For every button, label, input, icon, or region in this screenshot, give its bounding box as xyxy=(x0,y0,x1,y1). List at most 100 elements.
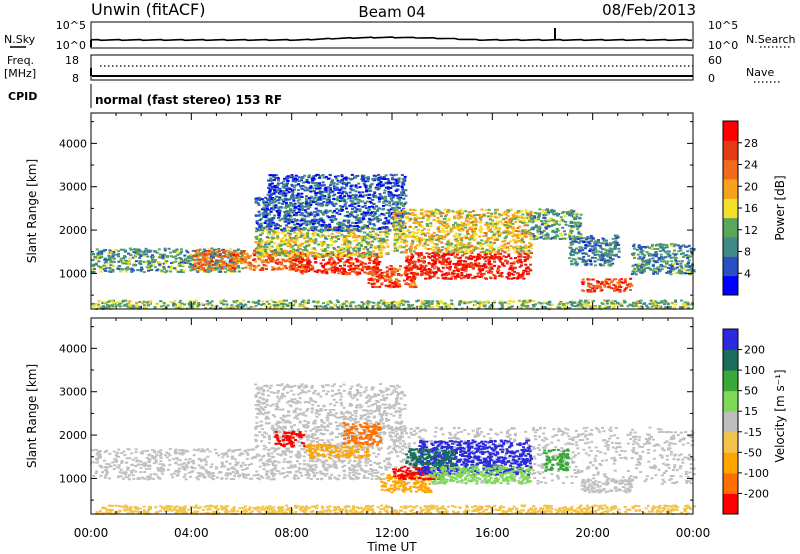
power-cell xyxy=(148,266,151,268)
power-cell xyxy=(496,253,500,256)
power-cell xyxy=(529,243,533,246)
power-cell xyxy=(300,269,304,272)
power-cell xyxy=(302,249,306,252)
power-cell xyxy=(416,273,419,276)
power-cell xyxy=(340,210,344,212)
power-cell xyxy=(124,270,128,273)
power-cell xyxy=(349,246,353,249)
power-cell xyxy=(161,257,165,260)
power-cell xyxy=(319,228,323,231)
power-cell xyxy=(558,220,562,223)
power-cell xyxy=(283,235,287,238)
power-cell xyxy=(539,236,543,239)
power-cell xyxy=(509,221,513,224)
power-cell xyxy=(372,223,376,226)
power-cell xyxy=(478,247,482,250)
power-cell xyxy=(305,269,309,272)
power-cell xyxy=(385,242,389,245)
power-cell xyxy=(127,252,130,255)
power-cell xyxy=(264,241,268,244)
power-cell xyxy=(399,222,403,225)
power-cell xyxy=(304,195,308,198)
power-cell xyxy=(522,219,526,222)
power-cell xyxy=(392,201,396,204)
power-cell xyxy=(274,259,278,262)
power-cell xyxy=(427,214,431,217)
power-cell xyxy=(408,276,411,278)
power-cell xyxy=(433,215,437,217)
power-cell xyxy=(380,230,384,233)
power-cell xyxy=(321,242,325,245)
power-cell xyxy=(333,267,337,270)
power-cell xyxy=(423,266,427,269)
power-cell xyxy=(174,249,177,252)
power-cell xyxy=(194,250,198,253)
power-cell xyxy=(381,241,385,244)
power-cell xyxy=(348,191,352,194)
power-cell xyxy=(257,247,261,250)
power-cell xyxy=(244,258,248,261)
power-cell xyxy=(387,211,391,214)
power-cell xyxy=(567,212,571,215)
power-cell xyxy=(408,262,412,265)
power-cell xyxy=(310,221,314,224)
power-cell xyxy=(169,267,173,270)
power-cell xyxy=(575,247,578,250)
power-cell xyxy=(263,203,267,206)
power-cell xyxy=(294,206,298,209)
power-cell xyxy=(347,221,350,224)
power-cell xyxy=(496,251,500,254)
power-cell xyxy=(294,259,298,262)
power-cell xyxy=(207,248,211,251)
power-cell xyxy=(221,265,224,267)
power-cell xyxy=(469,262,473,265)
power-cell xyxy=(486,225,490,228)
power-cell xyxy=(431,265,434,268)
power-cell xyxy=(425,252,429,255)
power-cell xyxy=(342,177,346,180)
power-cell xyxy=(361,205,365,208)
power-cell xyxy=(133,262,136,265)
power-cell xyxy=(358,271,361,274)
power-cell xyxy=(507,277,511,280)
power-cell xyxy=(303,268,307,271)
power-cell xyxy=(322,234,326,237)
power-cell xyxy=(261,261,265,264)
power-cell xyxy=(295,236,299,239)
power-cell xyxy=(465,252,469,255)
power-cell xyxy=(317,220,321,223)
power-cell xyxy=(329,219,333,222)
power-cell xyxy=(393,244,397,247)
power-cell xyxy=(324,237,327,240)
power-cell xyxy=(193,259,197,262)
power-cell xyxy=(415,265,419,268)
power-cell xyxy=(336,199,340,202)
power-cell xyxy=(438,261,442,264)
power-cell xyxy=(401,186,404,189)
power-cell xyxy=(461,228,465,231)
power-cell xyxy=(299,202,303,205)
power-cell xyxy=(115,253,119,256)
power-cell xyxy=(502,264,506,267)
power-cell xyxy=(259,222,263,225)
power-cell xyxy=(296,249,299,252)
power-cell xyxy=(500,275,504,278)
power-cell xyxy=(366,209,370,212)
power-cell xyxy=(437,249,441,251)
power-cell xyxy=(408,278,412,281)
power-cell xyxy=(201,263,205,266)
power-cell xyxy=(387,285,391,288)
power-cell xyxy=(264,243,268,246)
power-cell xyxy=(499,273,503,276)
power-cell xyxy=(479,225,483,228)
power-cell xyxy=(317,197,321,200)
power-cell xyxy=(493,275,497,278)
power-cell xyxy=(374,186,378,189)
power-cell xyxy=(370,279,374,281)
power-cell xyxy=(418,240,422,243)
power-cell xyxy=(111,255,115,258)
power-cell xyxy=(399,251,403,254)
power-cell xyxy=(357,205,361,207)
power-cell xyxy=(253,267,257,270)
power-cell xyxy=(355,219,359,222)
